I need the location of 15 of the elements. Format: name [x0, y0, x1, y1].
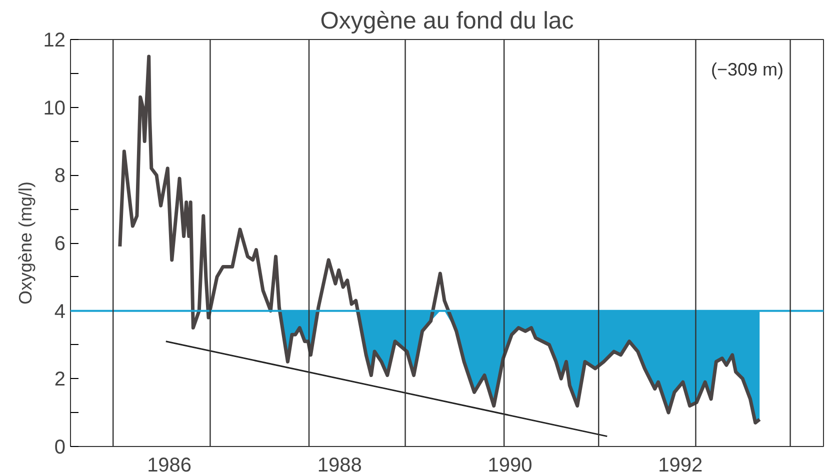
y-tick-label: 4 [54, 300, 66, 323]
y-axis-title: Oxygène (mg/l) [15, 181, 36, 305]
x-tick-label: 1992 [658, 454, 703, 474]
x-tick-label: 1990 [488, 454, 532, 474]
x-tick-label: 1988 [317, 454, 362, 474]
annotation: (−309 m) [710, 60, 784, 80]
y-tick-label: 12 [43, 30, 66, 52]
x-tick-label: 1986 [147, 454, 192, 474]
chart-title: Oxygène au fond du lac [320, 8, 574, 34]
y-tick-label: 0 [54, 436, 66, 458]
y-tick-label: 2 [54, 368, 66, 391]
line-series [118, 54, 762, 425]
y-tick-label: 8 [54, 165, 66, 188]
y-tick-label: 6 [54, 233, 66, 255]
y-tick-label: 10 [43, 97, 66, 120]
